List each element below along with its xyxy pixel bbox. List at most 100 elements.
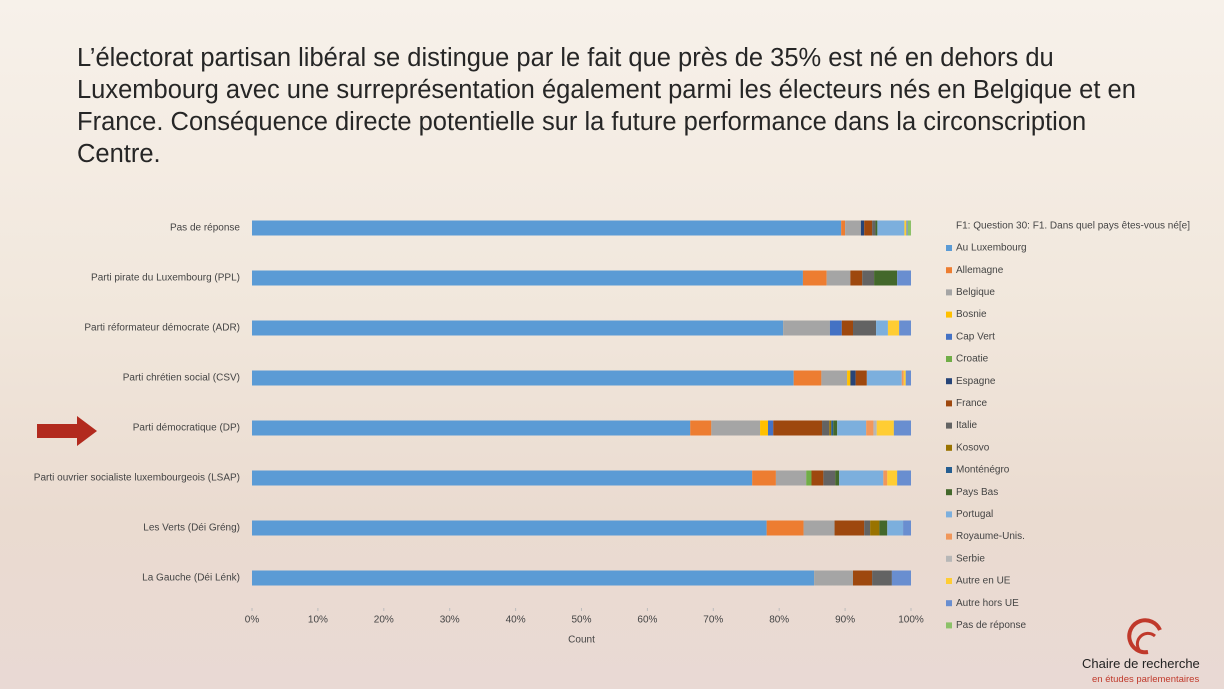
bar-segment (903, 520, 911, 536)
x-tick-label: 20% (374, 615, 394, 626)
bar-segment (887, 520, 904, 536)
bar-segment (835, 470, 840, 486)
x-tick-label: 70% (703, 615, 723, 626)
legend-label: Belgique (956, 287, 995, 298)
bar-segment (711, 420, 761, 436)
bar-segment (903, 370, 906, 386)
y-tick-label: Les Verts (Déi Gréng) (143, 523, 240, 534)
legend-label: Croatie (956, 354, 989, 365)
bar-segment (905, 370, 911, 386)
bar-segment (860, 220, 865, 236)
bar-segment (907, 220, 911, 236)
x-tick-label: 90% (835, 615, 855, 626)
legend-swatch (946, 245, 952, 251)
bar-segment (897, 270, 911, 286)
bar-segment (829, 320, 842, 336)
logo-subtitle: en études parlementaires (1092, 674, 1200, 685)
legend-swatch (946, 444, 952, 451)
slide-title: L’électorat partisan libéral se distingu… (77, 44, 1136, 168)
bar-segment (760, 420, 768, 436)
legend-swatch (946, 511, 952, 518)
y-tick-label: Pas de réponse (170, 223, 240, 234)
bar-segment (879, 520, 888, 536)
bar-segment (872, 220, 876, 236)
legend-label: Bosnie (956, 309, 987, 320)
bar-segment (752, 470, 776, 486)
bar-segment (766, 520, 804, 536)
legend-label: Kosovo (956, 442, 990, 453)
bar-segment (252, 220, 842, 236)
bar-segment (841, 220, 846, 236)
legend-label: Autre en UE (956, 576, 1011, 587)
bar-segment (841, 320, 854, 336)
bar-segment (814, 570, 854, 586)
bar-segment (252, 570, 815, 586)
bar-segment (853, 320, 877, 336)
legend-swatch (946, 600, 952, 607)
legend-label: Au Luxembourg (956, 243, 1027, 254)
x-tick-label: 10% (308, 615, 328, 626)
y-tick-label: Parti pirate du Luxembourg (PPL) (91, 273, 240, 284)
y-tick-label: Parti démocratique (DP) (133, 423, 240, 434)
legend-title: F1: Question 30: F1. Dans quel pays êtes… (956, 221, 1190, 232)
legend-swatch (946, 422, 952, 429)
legend-label: Royaume-Unis. (956, 531, 1025, 542)
legend-swatch (946, 311, 952, 318)
bar-segment (252, 470, 753, 486)
bar-segment (837, 420, 867, 436)
bar-segment (887, 470, 898, 486)
legend-label: Pays Bas (956, 487, 998, 498)
bar-segment (855, 370, 867, 386)
x-tick-label: 0% (245, 615, 260, 626)
bar-segment (803, 520, 835, 536)
legend-swatch (946, 467, 952, 473)
legend-label: Monténégro (956, 465, 1010, 476)
legend-label: Serbie (956, 553, 985, 564)
x-tick-label: 100% (898, 615, 924, 626)
bar-segment (862, 270, 875, 286)
legend-swatch (946, 622, 952, 629)
legend-label: Portugal (956, 509, 993, 520)
bar-segment (822, 420, 830, 436)
x-axis-label: Count (568, 635, 595, 646)
bar-segment (833, 420, 838, 436)
bar-segment (897, 470, 911, 486)
bar-segment (811, 470, 824, 486)
legend-swatch (946, 289, 952, 296)
bar-segment (873, 420, 877, 436)
legend-label: Espagne (956, 376, 996, 387)
legend-swatch (946, 489, 952, 496)
legend-swatch (946, 578, 952, 584)
bar-segment (870, 520, 880, 536)
bar-segment (850, 370, 856, 386)
arrow (37, 416, 97, 446)
bar-segment (783, 320, 830, 336)
bar-segment (883, 470, 888, 486)
bar-segment (872, 570, 892, 586)
legend-label: Cap Vert (956, 331, 995, 342)
bar-segment (876, 320, 888, 336)
bar-segment (864, 220, 873, 236)
bar-segment (864, 520, 871, 536)
legend-label: Pas de réponse (956, 620, 1026, 631)
legend-swatch (946, 267, 952, 274)
bar-segment (866, 370, 902, 386)
x-tick-label: 60% (637, 615, 657, 626)
legend-swatch (946, 400, 952, 407)
bar-segment (831, 420, 834, 436)
x-tick-label: 50% (571, 615, 591, 626)
bar-segment (874, 270, 898, 286)
y-tick-label: Parti réformateur démocrate (ADR) (84, 323, 240, 334)
y-tick-label: Parti ouvrier socialiste luxembourgeois … (34, 473, 240, 484)
bar-segment (823, 470, 836, 486)
bar-segment (793, 370, 822, 386)
bar-segment (834, 520, 865, 536)
y-tick-label: La Gauche (Déi Lénk) (142, 573, 240, 584)
legend-label: Allemagne (956, 265, 1004, 276)
bar-segment (690, 420, 712, 436)
bar-segment (887, 320, 900, 336)
x-tick-label: 80% (769, 615, 789, 626)
legend-swatch (946, 333, 952, 340)
